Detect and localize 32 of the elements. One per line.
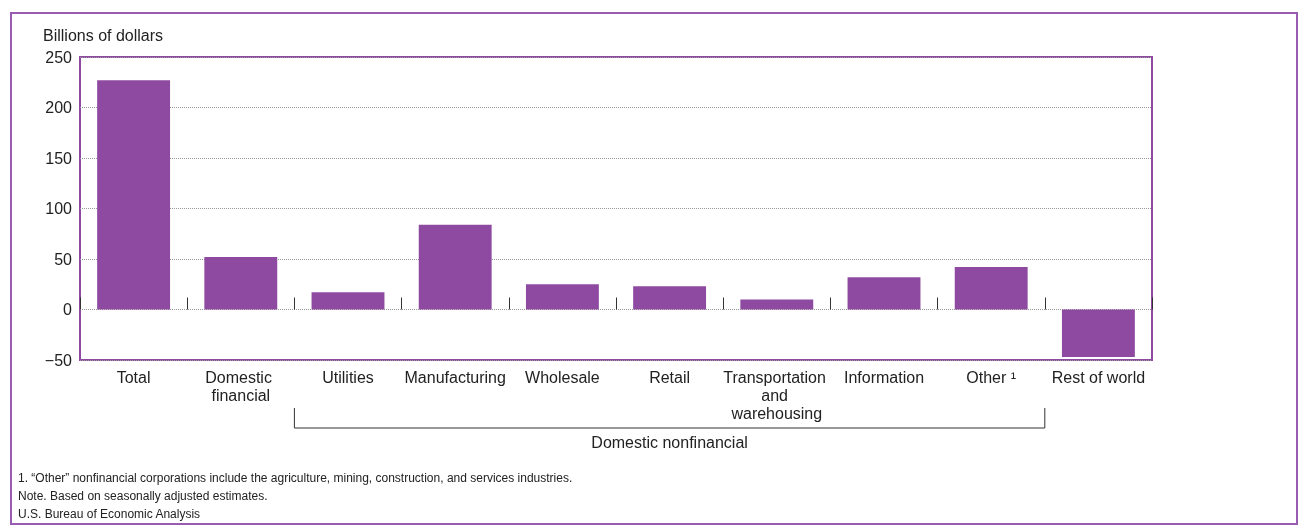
text: 1. “Other” nonfinancial corporations include the agriculture, mining, construction, and services industries.	[18, 471, 573, 485]
text: Note. Based on seasonally adjusted estimates.	[18, 489, 268, 503]
bar	[97, 80, 171, 310]
text: Domestic nonfinancial	[591, 433, 748, 451]
bar	[418, 224, 492, 310]
bar	[633, 286, 707, 310]
x-tick-label: Other ¹	[966, 368, 1017, 386]
y-tick-label: −50	[44, 351, 73, 369]
bar	[740, 299, 814, 310]
y-tick-label: 200	[45, 99, 73, 116]
y-tick-label: 50	[54, 250, 73, 268]
x-tick-label: Retail	[649, 368, 691, 386]
y-axis-title: Billions of dollars	[43, 26, 164, 44]
x-tick-label: Domestic financial	[205, 368, 277, 404]
y-tick-label: 100	[45, 200, 73, 217]
x-tick-label: Total	[116, 368, 151, 386]
bar	[847, 277, 921, 310]
y-tick-label: 150	[45, 149, 73, 167]
y-tick-label: 250	[45, 48, 73, 66]
x-tick-label: Transportation and warehousing	[723, 368, 831, 422]
bar	[204, 256, 278, 310]
x-tick-label: Wholesale	[525, 368, 600, 386]
x-tick-label: Information	[843, 368, 925, 386]
x-tick-label: Rest of world	[1051, 368, 1146, 386]
bar	[311, 292, 385, 310]
bar	[1061, 309, 1135, 357]
x-tick-label: Utilities	[322, 368, 374, 386]
bar	[954, 267, 1028, 310]
bar	[525, 284, 599, 310]
x-tick-label: Manufacturing	[404, 368, 506, 386]
y-tick-label: 0	[63, 301, 73, 318]
text: U.S. Bureau of Economic Analysis	[18, 507, 201, 521]
